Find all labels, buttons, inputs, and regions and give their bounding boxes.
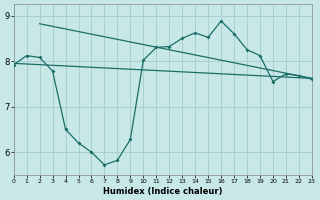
X-axis label: Humidex (Indice chaleur): Humidex (Indice chaleur) <box>103 187 222 196</box>
